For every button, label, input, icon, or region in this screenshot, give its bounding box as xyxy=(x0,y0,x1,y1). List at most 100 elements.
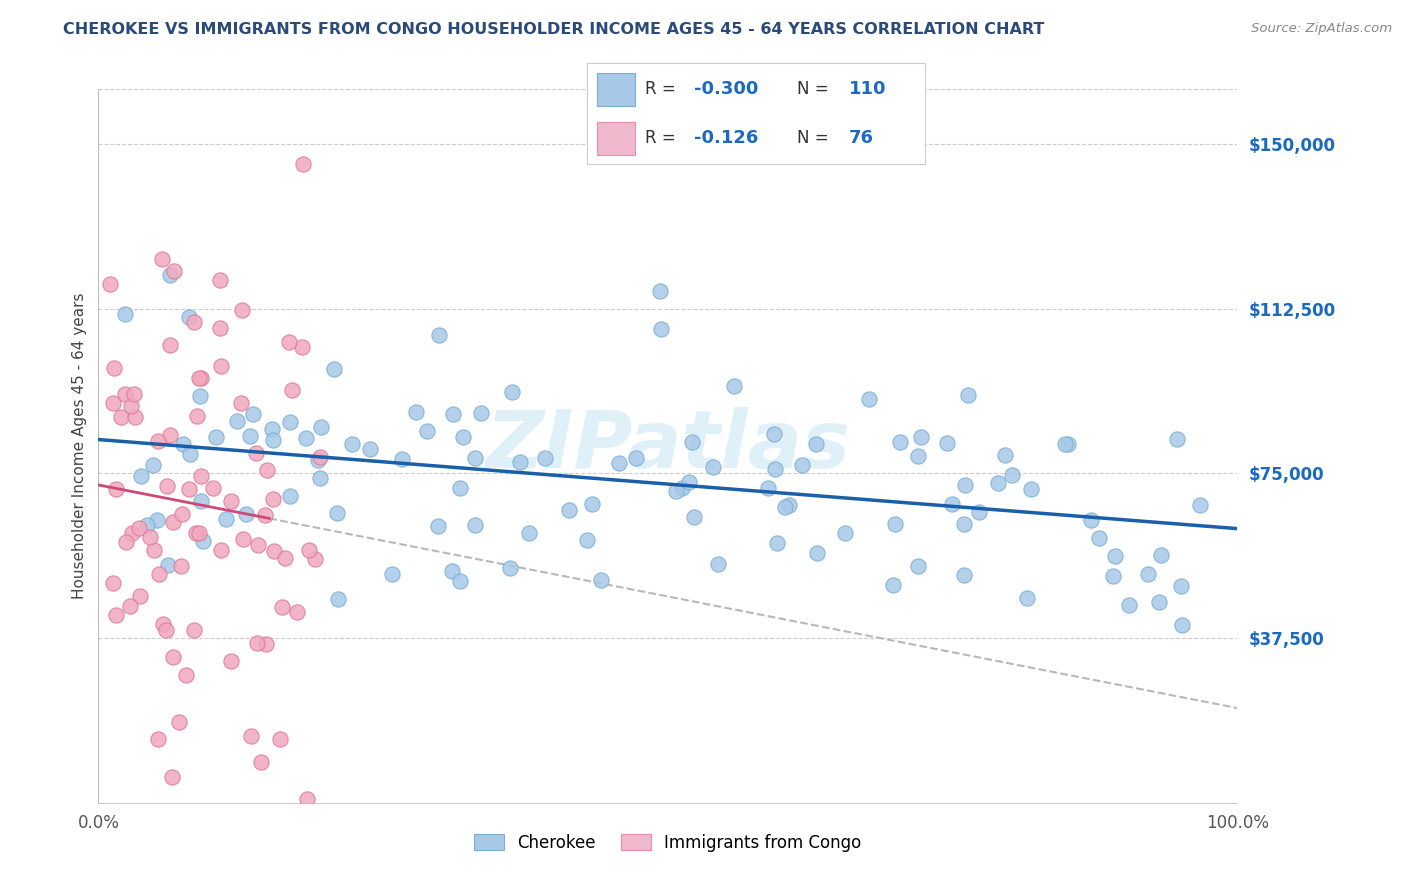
Point xyxy=(114,307,136,321)
Point xyxy=(278,490,301,504)
Point xyxy=(501,384,523,399)
Point xyxy=(723,379,745,393)
Point xyxy=(262,491,284,506)
Point xyxy=(1053,437,1076,451)
Point xyxy=(1118,598,1140,612)
Point xyxy=(278,415,301,429)
Point xyxy=(219,654,242,668)
Point xyxy=(167,714,190,729)
Point xyxy=(239,429,262,443)
Point xyxy=(1170,618,1192,632)
Point xyxy=(142,458,165,473)
FancyBboxPatch shape xyxy=(586,63,925,164)
Point xyxy=(159,428,181,442)
Point xyxy=(882,578,904,592)
Text: N =: N = xyxy=(797,80,834,98)
Point xyxy=(889,435,911,450)
Point xyxy=(671,481,693,495)
Point xyxy=(263,543,285,558)
Point xyxy=(325,506,347,520)
Point xyxy=(162,650,184,665)
Point xyxy=(231,302,253,317)
Point xyxy=(242,408,264,422)
Point xyxy=(172,437,194,451)
Point xyxy=(122,387,145,401)
Point xyxy=(179,482,201,496)
Point xyxy=(128,521,150,535)
Point xyxy=(987,476,1010,491)
Point xyxy=(953,568,976,582)
Point xyxy=(308,470,330,484)
Point xyxy=(170,558,193,573)
Point xyxy=(359,442,381,456)
Text: 110: 110 xyxy=(849,80,886,98)
Point xyxy=(326,591,349,606)
Point xyxy=(120,399,142,413)
Point xyxy=(101,396,124,410)
Point xyxy=(291,157,314,171)
Point xyxy=(405,405,427,419)
Point xyxy=(209,320,232,334)
Point xyxy=(186,526,208,541)
Point xyxy=(159,337,181,351)
Point xyxy=(105,607,128,622)
Point xyxy=(533,450,555,465)
Point xyxy=(1189,499,1212,513)
Point xyxy=(1088,531,1111,545)
Point xyxy=(427,327,450,342)
Point xyxy=(1057,436,1080,450)
Point xyxy=(322,361,344,376)
Point xyxy=(121,526,143,541)
Point xyxy=(804,437,827,451)
Point xyxy=(172,507,194,521)
Point xyxy=(157,558,180,572)
Point xyxy=(304,551,326,566)
Text: -0.126: -0.126 xyxy=(693,129,758,147)
Point xyxy=(120,599,142,613)
Point xyxy=(186,409,208,423)
Point xyxy=(115,535,138,549)
Point xyxy=(226,414,249,428)
Point xyxy=(309,450,332,465)
Point xyxy=(763,462,786,476)
Point xyxy=(441,407,464,421)
Point xyxy=(124,410,146,425)
Point xyxy=(953,477,976,491)
Point xyxy=(146,731,169,746)
Point xyxy=(648,284,671,298)
Point xyxy=(150,252,173,266)
Point xyxy=(509,455,531,469)
Point xyxy=(834,526,856,541)
Point xyxy=(201,481,224,495)
Point xyxy=(650,321,672,335)
Point xyxy=(190,494,212,508)
Point xyxy=(957,388,980,402)
Point xyxy=(152,616,174,631)
Point xyxy=(188,389,211,403)
Point xyxy=(297,792,319,806)
Text: R =: R = xyxy=(645,80,682,98)
Point xyxy=(1001,468,1024,483)
Text: -0.300: -0.300 xyxy=(693,80,758,98)
Point xyxy=(391,452,413,467)
Point xyxy=(778,498,800,512)
Point xyxy=(1104,549,1126,564)
Point xyxy=(464,451,486,466)
Point xyxy=(557,503,579,517)
Point xyxy=(941,497,963,511)
Point xyxy=(188,526,211,541)
Point xyxy=(499,561,522,575)
Point xyxy=(415,424,437,438)
Bar xyxy=(598,73,636,105)
Point xyxy=(190,469,212,483)
Point xyxy=(179,447,201,461)
Point xyxy=(232,533,254,547)
Point xyxy=(231,395,253,409)
Point xyxy=(246,636,269,650)
Legend: Cherokee, Immigrants from Congo: Cherokee, Immigrants from Congo xyxy=(467,828,869,859)
Point xyxy=(254,637,277,651)
Point xyxy=(517,525,540,540)
Point xyxy=(148,566,170,581)
Point xyxy=(256,463,278,477)
Point xyxy=(858,392,880,406)
